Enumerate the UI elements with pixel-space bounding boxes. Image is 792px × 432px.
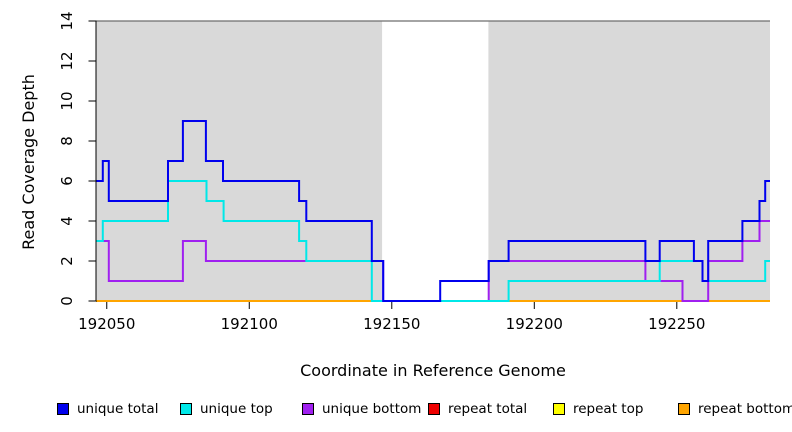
legend-label-repeat-bottom: repeat bottom	[698, 401, 792, 417]
legend-swatch-repeat-total-icon	[428, 403, 440, 415]
y-tick-label-14: 14	[58, 11, 76, 30]
legend-swatch-repeat-bottom-icon	[678, 403, 690, 415]
x-tick-label-192200: 192200	[506, 315, 563, 333]
series-line-unique-total	[96, 120, 770, 302]
legend-label-unique-bottom: unique bottom	[322, 401, 422, 417]
series-line-unique-bottom	[96, 220, 770, 302]
legend-item-repeat-bottom: repeat bottom	[678, 401, 792, 417]
legend-item-unique-total: unique total	[57, 401, 158, 417]
legend-label-repeat-top: repeat top	[573, 401, 644, 417]
y-axis-title: Read Coverage Depth	[19, 74, 38, 250]
legend-swatch-unique-total-icon	[57, 403, 69, 415]
y-tick-label-10: 10	[58, 91, 76, 110]
x-tick-label-192100: 192100	[221, 315, 278, 333]
legend-item-unique-bottom: unique bottom	[302, 401, 421, 417]
legend-item-unique-top: unique top	[180, 401, 273, 417]
legend-swatch-unique-bottom-icon	[302, 403, 314, 415]
legend-item-repeat-top: repeat top	[553, 401, 643, 417]
y-tick-label-4: 4	[58, 216, 76, 226]
y-tick-label-6: 6	[58, 176, 76, 186]
y-tick-label-0: 0	[58, 296, 76, 306]
legend-label-repeat-total: repeat total	[448, 401, 528, 417]
x-tick-label-192050: 192050	[78, 315, 135, 333]
legend-label-unique-top: unique top	[200, 401, 273, 417]
x-tick-label-192250: 192250	[648, 315, 705, 333]
y-tick-label-2: 2	[58, 256, 76, 266]
legend-swatch-unique-top-icon	[180, 403, 192, 415]
legend-swatch-repeat-top-icon	[553, 403, 565, 415]
x-axis-title: Coordinate in Reference Genome	[300, 361, 566, 380]
y-tick-label-8: 8	[58, 136, 76, 146]
repeat-region-band	[382, 21, 489, 301]
legend-item-repeat-total: repeat total	[428, 401, 527, 417]
legend-label-unique-total: unique total	[77, 401, 159, 417]
y-tick-label-12: 12	[58, 51, 76, 70]
x-tick-label-192150: 192150	[363, 315, 420, 333]
